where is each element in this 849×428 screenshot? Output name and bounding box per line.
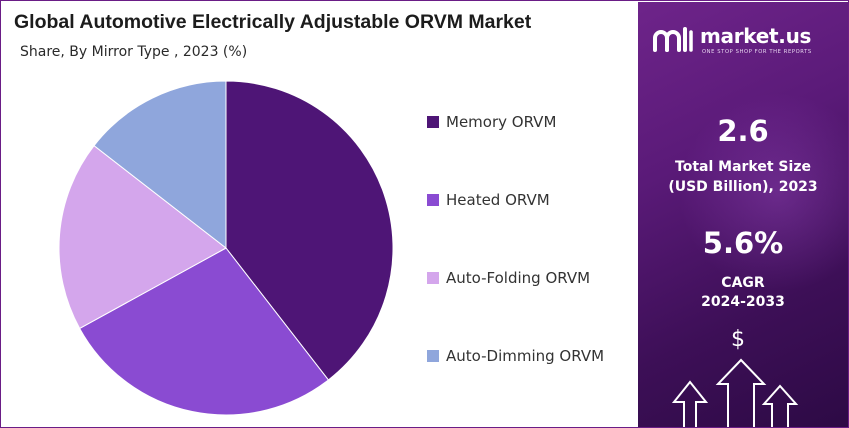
legend-item-auto-dimming-orvm: Auto-Dimming ORVM [427,346,604,366]
legend-item-heated-orvm: Heated ORVM [427,190,550,210]
legend-swatch-auto-folding-orvm [427,272,439,284]
chart-panel: Global Automotive Electrically Adjustabl… [2,2,635,426]
legend-label: Auto-Folding ORVM [446,269,591,287]
pie-slice-heated-orvm [78,247,330,416]
market-size-label-line1: Total Market Size [675,159,811,175]
legend-label: Memory ORVM [446,113,557,131]
cagr-period: 2024-2033 [701,294,785,310]
cagr-value: 5.6% [702,226,784,260]
pie-slice-auto-folding-orvm [58,144,227,330]
legend-swatch-heated-orvm [427,194,439,206]
brand-name: market.us [700,24,812,48]
market-summary-panel: market.us ONE STOP SHOP FOR THE REPORTS … [638,2,848,427]
legend-label: Heated ORVM [446,191,550,209]
legend-swatch-auto-dimming-orvm [427,350,439,362]
brand-logo: market.us ONE STOP SHOP FOR THE REPORTS [650,20,840,60]
cagr-label: CAGR [721,275,765,291]
brand-tagline: ONE STOP SHOP FOR THE REPORTS [702,49,812,55]
chart-title: Global Automotive Electrically Adjustabl… [14,11,532,33]
chart-subtitle: Share, By Mirror Type , 2023 (%) [20,44,248,60]
market-size-label-line2: (USD Billion), 2023 [668,179,818,195]
pie-slice-auto-dimming-orvm [93,80,227,250]
legend-item-auto-folding-orvm: Auto-Folding ORVM [427,268,590,288]
legend-item-memory-orvm: Memory ORVM [427,112,556,132]
growth-arrows-icon [671,358,799,427]
pie-chart [58,80,394,416]
legend-swatch-memory-orvm [427,116,439,128]
dollar-icon: $ [731,327,745,352]
legend-label: Auto-Dimming ORVM [446,347,605,365]
market-size-value: 2.6 [717,114,769,148]
pie-slice-memory-orvm [225,80,394,381]
market-us-logo-icon [653,27,693,52]
